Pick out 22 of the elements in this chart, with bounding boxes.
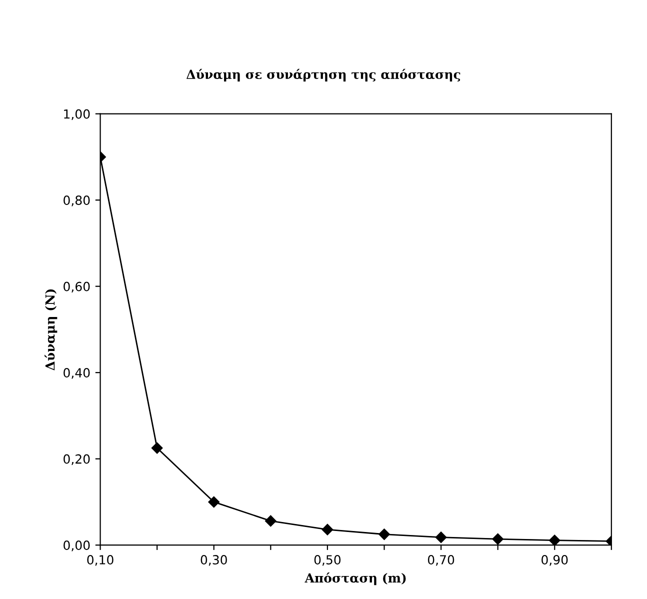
point — [265, 515, 276, 527]
y-axis-title: Δύναμη (N) — [44, 289, 58, 370]
chart-title: Δύναμη σε συνάρτηση της απόστασης — [186, 68, 460, 82]
x-tick-label: 0,90 — [542, 555, 568, 566]
x-axis-title: Απόσταση (m) — [304, 572, 406, 586]
x-tick-label: 0,50 — [314, 555, 341, 566]
y-tick-label: 0,20 — [64, 454, 90, 466]
point — [492, 533, 504, 545]
y-tick-label: 1,00 — [64, 109, 90, 120]
point — [151, 442, 163, 454]
x-tick-label: 0,70 — [428, 555, 454, 566]
y-tick-label: 0,00 — [64, 540, 90, 552]
x-tick-label: 0,10 — [87, 555, 114, 566]
x-tick-label: 0,30 — [200, 555, 227, 566]
y-tick-label: 0,40 — [64, 368, 90, 379]
point — [208, 496, 220, 508]
point — [435, 532, 447, 543]
point — [549, 534, 560, 546]
y-tick-label: 0,60 — [64, 282, 90, 293]
point — [322, 524, 334, 536]
y-tick-label: 0,80 — [64, 196, 90, 206]
point — [378, 528, 390, 540]
